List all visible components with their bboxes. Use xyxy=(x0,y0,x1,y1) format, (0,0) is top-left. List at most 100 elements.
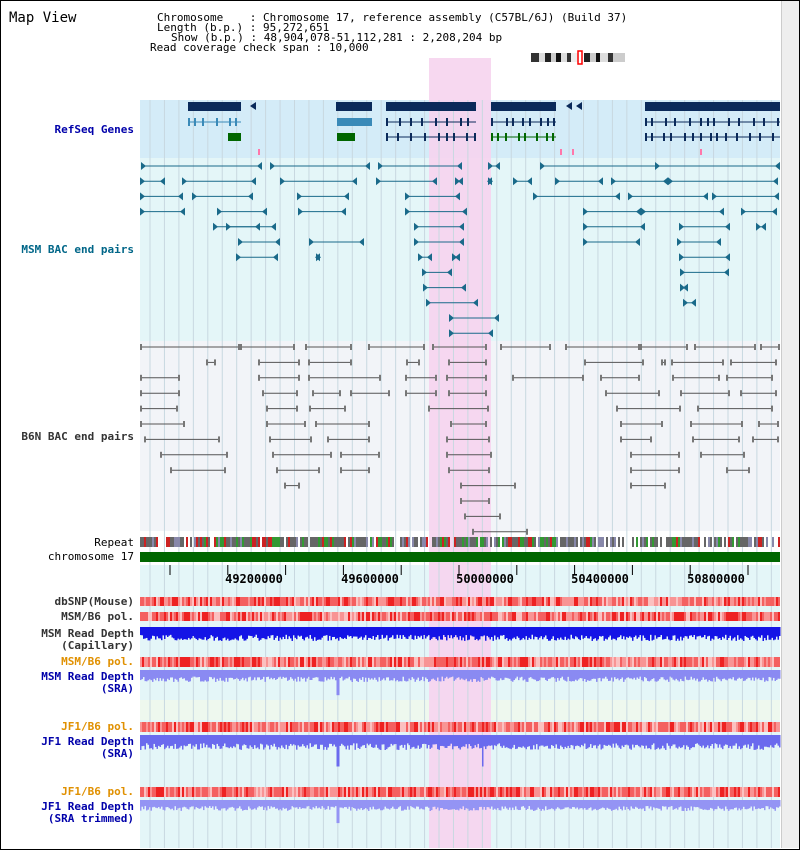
ideogram-band xyxy=(571,53,579,62)
depth-bar xyxy=(734,735,736,746)
depth-bar xyxy=(746,627,748,638)
depth-bar xyxy=(741,735,743,749)
polymorphism-cell xyxy=(190,597,192,606)
track-label-msm-bac[interactable]: MSM BAC end pairs xyxy=(21,243,134,256)
track-label-msm-depth-sra[interactable]: MSM Read Depth xyxy=(41,670,134,683)
depth-bar xyxy=(297,670,299,677)
depth-bar xyxy=(249,670,251,677)
polymorphism-cell xyxy=(228,597,230,606)
depth-bar xyxy=(431,670,433,680)
track-label-refseq-genes[interactable]: RefSeq Genes xyxy=(54,123,134,136)
chromosome-ideogram[interactable] xyxy=(531,50,625,65)
repeat-element xyxy=(224,537,226,547)
track-label-msm-depth-capillary[interactable]: MSM Read Depth xyxy=(41,627,134,640)
polymorphism-cell xyxy=(570,722,572,732)
depth-bar xyxy=(749,670,751,678)
bac-end-marker xyxy=(488,329,493,338)
depth-bar xyxy=(503,670,505,680)
repeat-element xyxy=(772,537,774,547)
repeat-element xyxy=(326,537,328,547)
polymorphism-cell xyxy=(142,612,144,621)
polymorphism-cell xyxy=(444,787,446,797)
polymorphism-heat-tracks[interactable] xyxy=(140,597,780,797)
polymorphism-cell xyxy=(452,787,454,797)
msm-bac-track[interactable] xyxy=(140,162,780,338)
depth-bar xyxy=(654,670,656,682)
depth-bar xyxy=(626,670,628,678)
polymorphism-cell xyxy=(156,657,158,667)
polymorphism-cell xyxy=(170,787,172,797)
bac-end-marker xyxy=(514,482,516,489)
polymorphism-cell xyxy=(280,722,282,732)
depth-bar xyxy=(483,800,485,807)
polymorphism-cell xyxy=(358,612,360,621)
depth-bar xyxy=(594,800,596,809)
refseq-gene-track[interactable] xyxy=(188,102,780,155)
track-label-repeat[interactable]: Repeat xyxy=(94,536,134,549)
depth-bar xyxy=(626,800,628,807)
track-label-jf1-depth-sra[interactable]: JF1 Read Depth xyxy=(41,735,134,748)
repeat-element xyxy=(618,537,620,547)
track-label-msm-b6-pol-sra[interactable]: MSM/B6 pol. xyxy=(61,655,134,668)
polymorphism-cell xyxy=(422,722,424,732)
depth-bar xyxy=(600,627,602,637)
depth-bar xyxy=(323,670,325,682)
read-depth-tracks[interactable] xyxy=(140,627,781,824)
depth-bar xyxy=(575,735,577,747)
bac-end-marker xyxy=(368,421,370,427)
vertical-scrollbar[interactable] xyxy=(781,0,799,848)
depth-bar xyxy=(371,800,373,810)
depth-bar xyxy=(386,800,388,809)
track-label-jf1-depth-trimmed[interactable]: JF1 Read Depth xyxy=(41,800,134,813)
depth-bar xyxy=(741,627,743,640)
polymorphism-cell xyxy=(732,597,734,606)
depth-bar xyxy=(423,670,425,682)
polymorphism-cell xyxy=(502,657,504,667)
polymorphism-cell xyxy=(456,657,458,667)
depth-bar xyxy=(374,800,376,810)
track-label-jf1-b6-pol-trim[interactable]: JF1/B6 pol. xyxy=(61,785,134,798)
polymorphism-cell xyxy=(338,612,340,621)
depth-bar xyxy=(692,627,694,638)
polymorphism-cell xyxy=(174,612,176,621)
polymorphism-cell xyxy=(490,722,492,732)
b6n-bac-track[interactable] xyxy=(140,344,780,535)
polymorphism-cell xyxy=(202,597,204,606)
depth-bar xyxy=(647,800,649,807)
bac-end-marker xyxy=(308,374,310,381)
polymorphism-cell xyxy=(584,657,586,667)
depth-bar xyxy=(752,670,754,678)
track-label-b6n-bac[interactable]: B6N BAC end pairs xyxy=(21,430,134,443)
depth-bar xyxy=(399,627,401,636)
track-label-chromosome: chromosome 17 xyxy=(47,550,134,563)
polymorphism-cell xyxy=(216,787,218,797)
depth-bar xyxy=(201,735,203,749)
track-label-jf1-b6-pol[interactable]: JF1/B6 pol. xyxy=(61,720,134,733)
depth-bar xyxy=(224,627,226,638)
depth-bar xyxy=(297,800,299,809)
polymorphism-cell xyxy=(644,597,646,606)
bac-end-marker xyxy=(224,467,226,474)
depth-bar xyxy=(590,800,592,808)
depth-bar xyxy=(719,735,721,745)
depth-bar xyxy=(494,800,496,809)
polymorphism-cell xyxy=(410,722,412,732)
depth-bar xyxy=(548,735,550,749)
polymorphism-cell xyxy=(484,612,486,621)
depth-bar xyxy=(263,800,265,811)
polymorphism-cell xyxy=(370,612,372,621)
track-label-dbsnp[interactable]: dbSNP(Mouse) xyxy=(54,595,134,608)
depth-bar xyxy=(425,800,427,807)
depth-bar xyxy=(621,800,623,811)
polymorphism-cell xyxy=(230,657,232,667)
repeat-track[interactable] xyxy=(140,537,780,547)
polymorphism-cell xyxy=(372,597,374,606)
track-label-msm-b6-pol[interactable]: MSM/B6 pol. xyxy=(61,610,134,623)
polymorphism-cell xyxy=(194,612,196,621)
depth-bar xyxy=(356,627,358,637)
depth-bar xyxy=(410,800,412,807)
polymorphism-cell xyxy=(768,657,770,667)
repeat-element xyxy=(150,537,152,547)
polymorphism-cell xyxy=(194,787,196,797)
